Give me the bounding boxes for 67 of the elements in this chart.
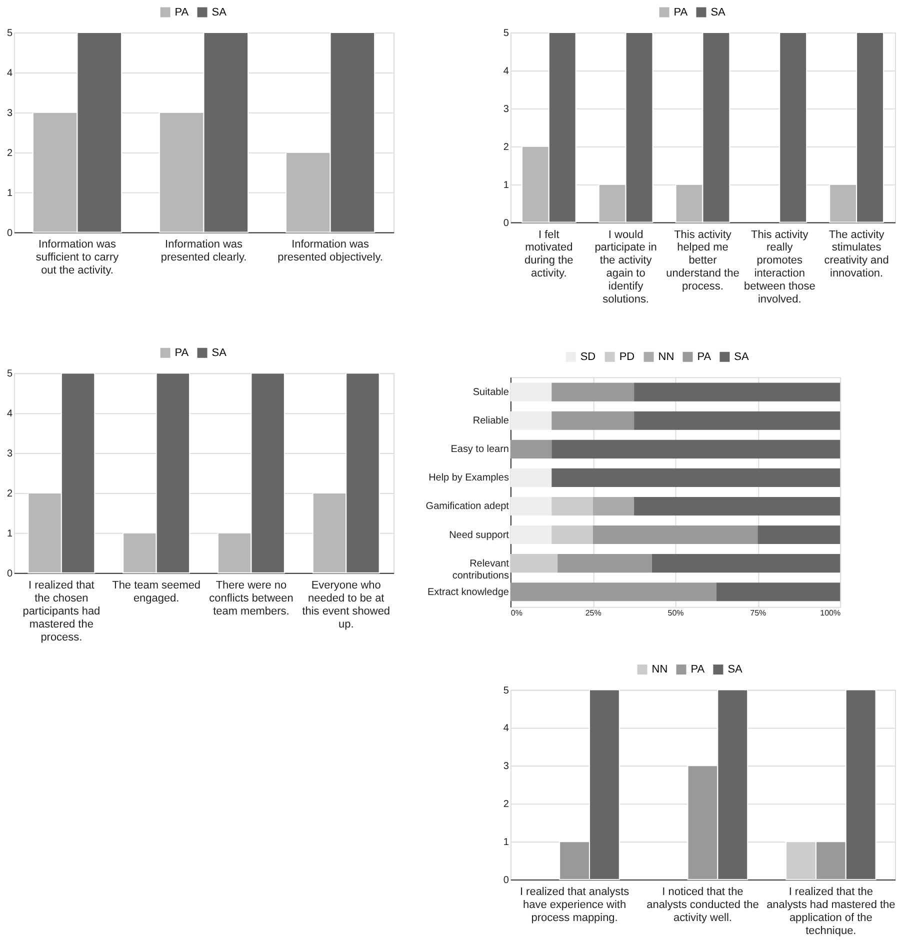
x-tick-label: Information was presented objectively.	[278, 238, 383, 264]
legend-label: PA	[674, 6, 688, 18]
y-tick-label: Need support	[449, 530, 510, 541]
x-tick-label: Information was sufficient to carry out the activity.	[36, 238, 120, 277]
y-tick-label: 3	[503, 104, 510, 115]
bar	[779, 32, 808, 223]
y-tick-label: 0	[6, 568, 13, 580]
x-tick-label: This activity really promotes interaction between those involved.	[744, 228, 816, 306]
y-tick-label: Suitable	[472, 387, 510, 398]
legend-label: PA	[697, 350, 712, 363]
x-tick-label: Information was presented clearly.	[160, 238, 247, 264]
y-tick-label: 4	[6, 68, 13, 79]
legend-label: NN	[658, 350, 674, 363]
y-tick-label: 1	[503, 837, 510, 848]
y-tick-label: 1	[503, 180, 510, 191]
x-tick-label: 50%	[668, 608, 684, 618]
y-tick-label: 5	[503, 28, 510, 39]
x-tick-label: The team seemed engaged.	[112, 579, 201, 604]
y-tick-label: 1	[6, 188, 13, 199]
x-tick-label: There were no conflicts between team members.	[209, 579, 294, 618]
x-tick-label: I realized that the chosen participants had mastered the process.	[22, 579, 100, 644]
y-tick-label: 3	[6, 448, 13, 460]
y-tick-label: 2	[6, 148, 13, 159]
y-tick-label: Easy to learn	[450, 444, 509, 456]
x-tick-label: I realized that the analysts had mastered the application of the technique.	[766, 886, 896, 937]
legend-label: PD	[619, 350, 635, 363]
x-tick-label: The activity stimulates creativity and innovation.	[824, 228, 889, 280]
y-tick-label: 0	[6, 228, 13, 239]
y-tick-label: 0	[503, 218, 510, 229]
y-tick-label: 5	[6, 28, 13, 39]
y-tick-label: 0	[503, 875, 510, 886]
y-tick-label: 2	[503, 142, 510, 153]
legend-label: SA	[734, 350, 750, 363]
x-tick-label: 100%	[820, 608, 841, 618]
y-tick-label: 5	[503, 685, 510, 696]
y-tick-label: 2	[6, 488, 13, 500]
legend-label: SA	[212, 6, 228, 18]
y-tick-label: 2	[503, 799, 510, 810]
y-tick-label: Relevant contributions	[452, 558, 510, 582]
y-tick-label: 5	[6, 368, 13, 380]
x-tick-label: This activity helped me better understand the process.	[666, 228, 740, 293]
legend-label: NN	[652, 664, 668, 676]
x-tick-label: I would participate in the activity again to identify solutions.	[594, 228, 657, 306]
legend-label: PA	[690, 664, 706, 676]
y-tick-label: 4	[503, 66, 510, 77]
y-tick-label: 3	[6, 108, 13, 119]
y-tick-label: 4	[6, 408, 13, 420]
y-tick-label: 4	[503, 723, 510, 734]
x-tick-label: I noticed that the analysts conducted the activity well.	[646, 886, 759, 924]
y-tick-label: Gamification adept	[426, 501, 510, 512]
x-tick-label: 0%	[510, 608, 522, 618]
legend-label: PA	[174, 6, 190, 18]
x-tick-label: Everyone who needed to be at this event showed up.	[302, 579, 390, 630]
x-tick-label: 25%	[585, 608, 602, 618]
legend-label: SA	[212, 346, 228, 359]
legend-label: SD	[580, 350, 596, 363]
x-tick-label: I realized that analysts have experience with process mapping.	[520, 886, 630, 924]
y-tick-label: Reliable	[472, 416, 510, 427]
y-tick-label: Extract knowledge	[427, 586, 510, 598]
legend-label: PA	[174, 346, 190, 359]
legend-label: SA	[710, 6, 726, 18]
x-tick-label: 75%	[750, 608, 766, 618]
x-tick-label: I felt motivated during the activity.	[524, 228, 574, 280]
y-tick-label: Help by Examples	[428, 472, 509, 484]
legend-label: SA	[728, 664, 744, 676]
y-tick-label: 3	[503, 761, 510, 772]
y-tick-label: 1	[6, 528, 13, 540]
